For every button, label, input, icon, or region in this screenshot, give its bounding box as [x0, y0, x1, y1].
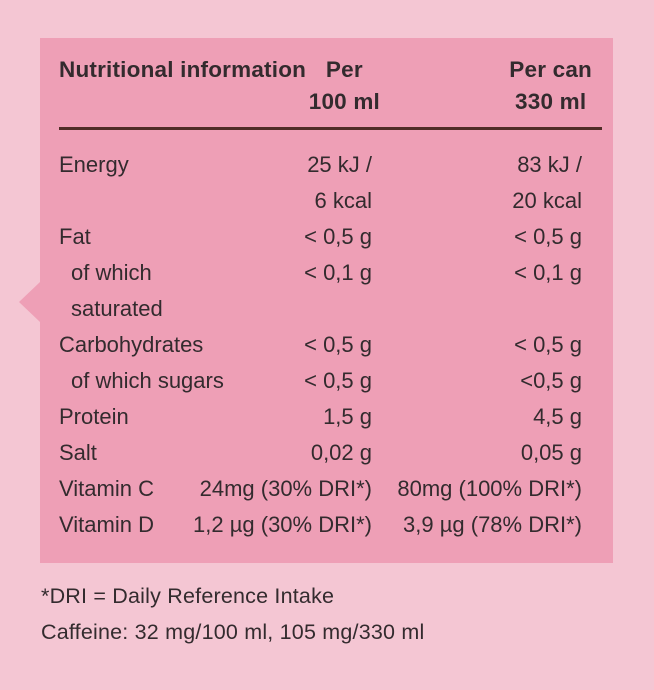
row-label: Salt [59, 440, 97, 465]
row-label: Energy [59, 152, 129, 177]
value-per-100ml: 1,2 µg (30% DRI*) [193, 512, 372, 537]
value-per-100ml: 24mg (30% DRI*) [199, 476, 372, 501]
value-per-can: 4,5 g [533, 404, 582, 429]
value-per-can: 3,9 µg (78% DRI*) [403, 512, 582, 537]
header-divider [59, 127, 602, 130]
value-per-can: <0,5 g [520, 368, 582, 393]
table-row-carbohydrates: Carbohydrates < 0,5 g < 0,5 g [59, 327, 582, 363]
nutrition-info-card: Nutritional information Per 100 ml Per c… [19, 38, 613, 563]
row-label: Protein [59, 404, 129, 429]
header-nutritional-information: Nutritional information [59, 57, 307, 82]
table-header: Nutritional information Per 100 ml Per c… [59, 54, 592, 118]
table-row-salt: Salt 0,02 g 0,05 g [59, 435, 582, 471]
table-body: Energy 25 kJ / 83 kJ / 6 kcal 20 kcal Fa… [59, 147, 582, 543]
table-row-vitamin-c: Vitamin C 24mg (30% DRI*) 80mg (100% DRI… [59, 471, 582, 507]
table-row-energy-kcal: 6 kcal 20 kcal [59, 183, 582, 219]
value-per-can: 80mg (100% DRI*) [397, 476, 582, 501]
value-per-can: 0,05 g [520, 440, 582, 465]
row-label: saturated [71, 296, 163, 321]
row-label: Vitamin C [59, 476, 154, 501]
value-per-100ml: 0,02 g [310, 440, 372, 465]
row-label: Vitamin D [59, 512, 154, 537]
row-label: Carbohydrates [59, 332, 204, 357]
value-per-100ml: < 0,1 g [304, 260, 372, 285]
value-per-can: 20 kcal [512, 188, 582, 213]
value-per-100ml: 6 kcal [314, 188, 372, 213]
value-per-can: < 0,5 g [514, 224, 582, 249]
table-row-vitamin-d: Vitamin D 1,2 µg (30% DRI*) 3,9 µg (78% … [59, 507, 582, 543]
table-row-energy: Energy 25 kJ / 83 kJ / [59, 147, 582, 183]
value-per-100ml: < 0,5 g [304, 368, 372, 393]
table-row-of-which-sugars: of which sugars < 0,5 g <0,5 g [59, 363, 582, 399]
footnotes: *DRI = Daily Reference Intake Caffeine: … [41, 578, 424, 650]
header-per-can-330ml: Per can 330 ml [509, 57, 592, 114]
header-per-100ml: Per 100 ml [308, 57, 380, 114]
value-per-100ml: < 0,5 g [304, 332, 372, 357]
row-label: of which sugars [71, 368, 224, 393]
table-row-protein: Protein 1,5 g 4,5 g [59, 399, 582, 435]
value-per-100ml: 25 kJ / [307, 152, 372, 177]
value-per-can: < 0,5 g [514, 332, 582, 357]
value-per-100ml: 1,5 g [323, 404, 372, 429]
table-row-fat: Fat < 0,5 g < 0,5 g [59, 219, 582, 255]
dri-footnote: *DRI = Daily Reference Intake [41, 584, 335, 608]
row-label: Fat [59, 224, 91, 249]
caffeine-footnote: Caffeine: 32 mg/100 ml, 105 mg/330 ml [41, 620, 425, 644]
row-label: of which [71, 260, 152, 285]
table-row-of-which: of which < 0,1 g < 0,1 g [59, 255, 582, 291]
speech-bubble-pointer [19, 282, 40, 322]
value-per-can: 83 kJ / [517, 152, 582, 177]
value-per-can: < 0,1 g [514, 260, 582, 285]
value-per-100ml: < 0,5 g [304, 224, 372, 249]
table-row-saturated: saturated [59, 291, 582, 327]
